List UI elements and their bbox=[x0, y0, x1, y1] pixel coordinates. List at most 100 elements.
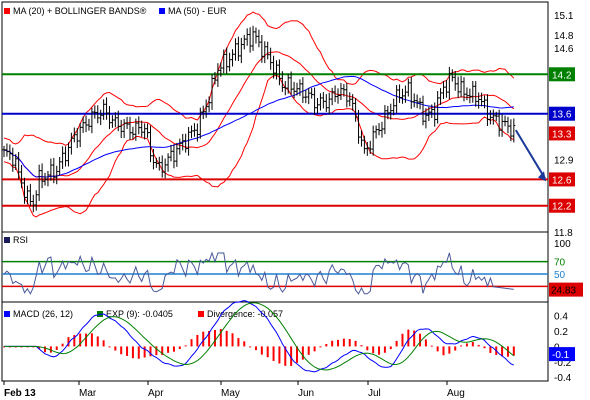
x-axis-label: Jul bbox=[368, 388, 381, 399]
level-tag-label: 13.3 bbox=[552, 129, 572, 140]
divergence-bar bbox=[413, 330, 416, 347]
divergence-bar bbox=[102, 340, 105, 347]
macd-tick-label: -0.4 bbox=[554, 373, 572, 384]
divergence-bar bbox=[219, 328, 222, 347]
divergence-bar bbox=[26, 346, 29, 348]
divergence-bar bbox=[55, 346, 58, 351]
macd-tick-label: 0.4 bbox=[554, 312, 568, 323]
divergence-bar bbox=[3, 346, 5, 348]
divergence-bar bbox=[389, 346, 392, 350]
divergence-bar bbox=[149, 346, 152, 357]
divergence-bar bbox=[120, 346, 123, 355]
legend-swatch-divergence bbox=[198, 311, 204, 317]
divergence-bar bbox=[512, 346, 515, 356]
divergence-bar bbox=[354, 340, 357, 347]
legend-ma20-label: MA (20) + BOLLINGER BANDS® bbox=[13, 6, 147, 16]
price-tick-label: 14.6 bbox=[554, 44, 574, 55]
legend-exp-label: EXP (9): -0.0405 bbox=[106, 309, 173, 319]
divergence-bar bbox=[155, 346, 158, 356]
divergence-bar bbox=[14, 346, 17, 348]
divergence-bar bbox=[454, 346, 457, 351]
x-axis-label: Aug bbox=[447, 388, 465, 399]
divergence-bar bbox=[278, 346, 281, 364]
price-tick-label: 15.1 bbox=[554, 11, 574, 22]
legend-macd-label: MACD (26, 12) bbox=[13, 309, 73, 319]
divergence-bar bbox=[348, 339, 351, 347]
divergence-bar bbox=[260, 346, 263, 355]
divergence-bar bbox=[460, 345, 463, 347]
divergence-bar bbox=[313, 346, 316, 352]
divergence-bar bbox=[8, 346, 11, 348]
axis-labels: Feb 13 Mar Apr May Jun Jul Aug bbox=[3, 381, 465, 399]
divergence-bar bbox=[290, 346, 293, 366]
divergence-bar bbox=[20, 346, 23, 348]
divergence-bar bbox=[243, 341, 246, 347]
rsi-line bbox=[3, 251, 514, 295]
divergence-bar bbox=[331, 340, 334, 347]
divergence-bar bbox=[161, 346, 164, 356]
divergence-bar bbox=[501, 346, 504, 357]
divergence-bar bbox=[208, 330, 211, 347]
level-tag-14.2 bbox=[549, 67, 575, 82]
level-tag-12.2 bbox=[549, 198, 575, 213]
divergence-bar bbox=[254, 346, 257, 351]
level-tag-label: 14.2 bbox=[552, 70, 572, 81]
x-axis-label: Mar bbox=[79, 388, 97, 399]
divergence-bar bbox=[108, 346, 111, 348]
divergence-bar bbox=[85, 333, 88, 347]
rsi-tick-label: 50 bbox=[554, 270, 566, 281]
macd-tick-label: -0.2 bbox=[554, 358, 572, 369]
macd-panel-border bbox=[1, 301, 549, 382]
divergence-bar bbox=[67, 337, 70, 347]
level-tag-label: 12.2 bbox=[552, 202, 572, 213]
divergence-bar bbox=[266, 346, 269, 358]
divergence-bar bbox=[38, 346, 41, 349]
divergence-bar bbox=[395, 340, 398, 347]
divergence-bar bbox=[184, 345, 187, 347]
legend-ma50-label: MA (50) - EUR bbox=[168, 6, 227, 16]
divergence-bar bbox=[342, 338, 345, 347]
divergence-bar bbox=[407, 329, 410, 347]
signal-line bbox=[4, 302, 515, 371]
divergence-bar bbox=[190, 339, 193, 347]
divergence-bar bbox=[337, 339, 340, 347]
legend-swatch-macd bbox=[4, 311, 10, 317]
divergence-bar bbox=[372, 346, 375, 354]
divergence-bar bbox=[61, 343, 64, 347]
legend-divergence-label: Divergence: -0.057 bbox=[207, 309, 283, 319]
divergence-bar bbox=[307, 346, 310, 355]
divergence-bar bbox=[49, 346, 52, 353]
divergence-bar bbox=[471, 341, 474, 347]
level-tag-13.3 bbox=[549, 126, 575, 141]
macd-line bbox=[4, 299, 515, 373]
ma50-line bbox=[3, 75, 514, 178]
rsi-tick-label: 70 bbox=[554, 258, 566, 269]
x-axis-label: Jun bbox=[298, 388, 314, 399]
divergence-bar bbox=[96, 336, 99, 347]
macd-current-label: -0.1 bbox=[552, 350, 570, 361]
divergence-bar bbox=[202, 331, 205, 347]
divergence-bar bbox=[483, 346, 486, 349]
projection-arrowhead bbox=[538, 171, 546, 182]
x-axis-label: Feb 13 bbox=[4, 388, 36, 399]
divergence-bar bbox=[489, 346, 492, 353]
divergence-bar bbox=[178, 346, 181, 349]
bollinger-upper-band bbox=[3, 11, 515, 146]
divergence-bar bbox=[126, 346, 129, 356]
divergence-bar bbox=[430, 345, 433, 347]
divergence-bar bbox=[436, 346, 439, 352]
divergence-bar bbox=[378, 346, 381, 355]
divergence-bar bbox=[366, 346, 369, 351]
legend-rsi-label: RSI bbox=[13, 235, 28, 245]
divergence-bar bbox=[383, 346, 386, 353]
macd-tick-label: 0.2 bbox=[554, 327, 568, 338]
divergence-bar bbox=[213, 329, 216, 347]
divergence-bar bbox=[137, 346, 140, 359]
divergence-bar bbox=[90, 333, 93, 347]
divergence-bar bbox=[32, 346, 35, 348]
projection-arrow-line bbox=[514, 129, 546, 179]
price-tick-label: 14.8 bbox=[554, 31, 574, 42]
divergence-bar bbox=[301, 346, 304, 360]
